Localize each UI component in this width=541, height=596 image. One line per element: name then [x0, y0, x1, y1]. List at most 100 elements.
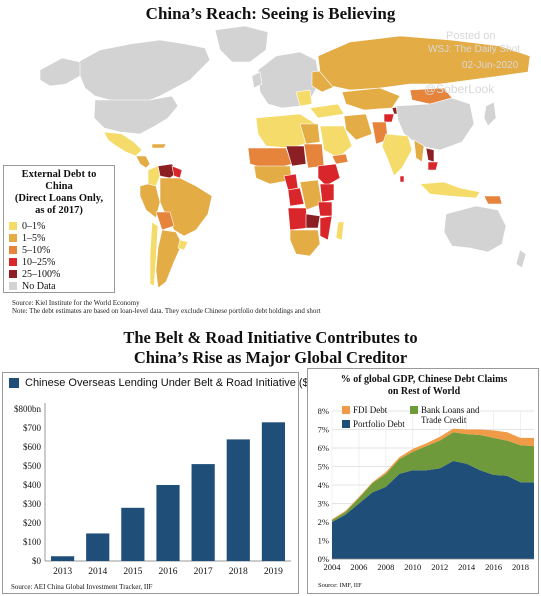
legend-title-line-2: (Direct Loans Only,	[14, 193, 104, 204]
legend-item: 25–100%	[9, 268, 109, 280]
legend-item: No Data	[9, 280, 109, 292]
area-y-tick-label: 6%	[318, 443, 329, 453]
country-congo	[287, 187, 305, 207]
country-laos	[425, 147, 435, 163]
section-title: The Belt & Road Initiative Contributes t…	[0, 328, 541, 368]
country-japan	[483, 101, 497, 127]
country-cameroon	[283, 173, 299, 191]
watermark-handle: @SoberLook	[424, 82, 495, 96]
watermark-posted-on: Posted on	[446, 30, 496, 42]
country-kazakhstan	[341, 87, 401, 111]
area-legend-portfolio: Portfolio Debt	[342, 419, 405, 429]
country-tajikistan	[383, 113, 395, 123]
country-png	[483, 195, 503, 205]
country-tanzania	[317, 201, 333, 217]
bar-chart-source: Source: AEI China Global Investment Trac…	[11, 583, 153, 591]
area-legend-swatch	[342, 420, 350, 428]
country-australia	[443, 205, 507, 253]
country-ethiopia	[317, 163, 341, 187]
area-x-tick-label: 2018	[512, 562, 529, 572]
bar-y-tick-label: $300	[23, 499, 42, 509]
bar-x-tick-label: 2015	[123, 567, 142, 577]
country-india	[381, 133, 413, 177]
bar-x-tick-label: 2019	[264, 567, 283, 577]
country-algeria-libya	[255, 113, 317, 149]
region-indonesia	[419, 181, 481, 199]
bar-x-tick-label: 2017	[194, 567, 213, 577]
section-title-line-1: The Belt & Road Initiative Contributes t…	[123, 328, 418, 347]
country-sudan	[303, 143, 325, 169]
bar-y-tick-label: $200	[23, 518, 42, 528]
bar-chart: $0 $100 $200 $300 $400 $500 $600 $700 $800bn 2013…	[14, 403, 291, 577]
area-y-tick-label: 0%	[318, 554, 329, 564]
country-cambodia	[427, 161, 439, 171]
legend-title-line-1: External Debt to China	[21, 169, 97, 192]
bar-2019	[261, 422, 286, 561]
country-kenya	[319, 183, 335, 203]
area-y-tick-label: 5%	[318, 462, 329, 472]
country-guyana	[171, 165, 183, 179]
area-x-tick-label: 2008	[377, 562, 394, 572]
legend-swatch	[9, 282, 17, 290]
country-sri-lanka	[399, 175, 405, 183]
area-y-tick-label: 3%	[318, 499, 329, 509]
region-central-america	[135, 155, 151, 169]
country-angola	[287, 207, 309, 231]
area-chart-panel: 0% 1% 2% 3% 4% 5% 6% 7% 8% 2004 2006 2008 2010 2012 20…	[307, 368, 539, 594]
bar-y-tick-label: $100	[23, 537, 42, 547]
area-y-tick-label: 4%	[318, 480, 329, 490]
country-saudi	[319, 125, 353, 159]
bar-2014	[86, 533, 110, 561]
country-argentina	[155, 229, 183, 289]
bar-y-tick-label: $800bn	[14, 404, 42, 414]
country-mozambique	[319, 215, 333, 241]
area-legend-label: Portfolio Debt	[353, 419, 405, 429]
country-egypt	[299, 123, 321, 145]
area-series-bank-loans-and-trade-credit	[332, 432, 534, 522]
area-legend-swatch	[410, 406, 418, 414]
area-series-fdi-debt	[332, 428, 534, 521]
country-ecuador-peru	[139, 183, 161, 219]
area-chart-source: Source: IMF, IIF	[318, 582, 362, 589]
country-bolivia	[155, 211, 175, 231]
legend-items: 0–1% 1–5% 5–10% 10–25% 25–100% No Data	[9, 220, 109, 292]
watermark-date: 02-Jun-2020	[462, 60, 519, 71]
map-source: Source: Kiel Institute for the World Eco…	[12, 299, 140, 307]
area-y-tick-label: 2%	[318, 517, 329, 527]
bar-y-tick-label: $0	[32, 556, 42, 566]
bar-y-tick-label: $500	[23, 461, 42, 471]
country-nigeria-westafrica	[253, 165, 293, 185]
bar-2013	[50, 556, 75, 561]
legend-label: 25–100%	[22, 268, 61, 280]
area-legend-label: FDI Debt	[353, 405, 388, 415]
country-cuba	[151, 143, 167, 149]
legend-label: 10–25%	[22, 256, 56, 268]
bar-y-tick-label: $700	[23, 423, 42, 433]
legend-item: 10–25%	[9, 256, 109, 268]
country-mexico	[103, 131, 143, 157]
area-x-tick-label: 2014	[458, 562, 476, 572]
map-countries	[39, 25, 531, 289]
area-x-tick-label: 2010	[404, 562, 421, 572]
legend-swatch	[9, 246, 17, 254]
country-greenland	[214, 25, 269, 63]
legend-label: 0–1%	[22, 220, 46, 232]
country-alaska	[39, 57, 81, 87]
bar-x-tick-label: 2014	[88, 567, 107, 577]
bar-x-tick-label: 2016	[159, 567, 178, 577]
area-x-tick-label: 2006	[350, 562, 367, 572]
region-balkans	[295, 89, 313, 107]
legend-title-line-3: as of 2017)	[35, 205, 83, 216]
country-myanmar	[413, 139, 425, 163]
bar-chart-title: Chinese Overseas Lending Under Belt & Ro…	[25, 377, 325, 389]
country-chad	[285, 145, 307, 167]
bar-chart-header: Chinese Overseas Lending Under Belt & Ro…	[9, 377, 325, 389]
country-madagascar	[335, 221, 345, 241]
bar-x-tick-label: 2013	[53, 567, 72, 577]
legend-title: External Debt to China (Direct Loans Onl…	[9, 169, 109, 217]
area-title-line-1: % of global GDP, Chinese Debt Claims	[340, 374, 508, 385]
country-colombia	[147, 165, 161, 187]
area-legend-bank: Bank Loans and Trade Credit	[410, 405, 500, 425]
area-x-tick-label: 2016	[485, 562, 502, 572]
world-map	[39, 25, 531, 289]
